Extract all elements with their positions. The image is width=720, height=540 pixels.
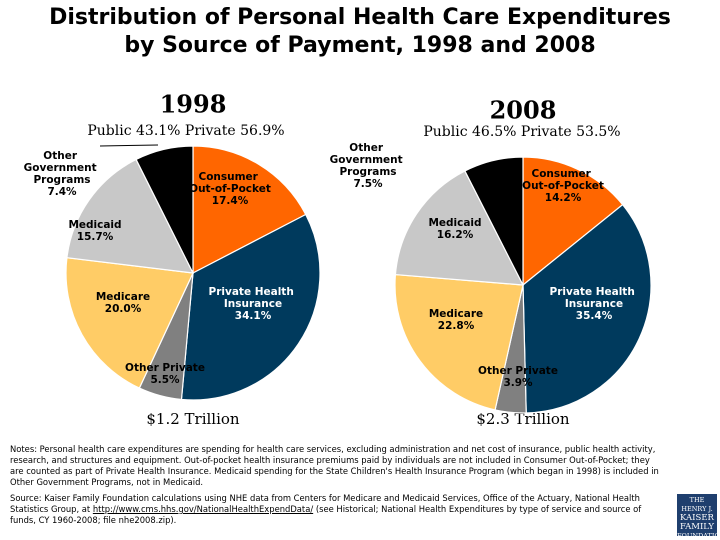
label-line: Other [349,142,386,154]
pie-slice [464,156,524,286]
source: Source: Kaiser Family Foundation calcula… [10,493,665,526]
label-line: Medicaid [428,217,481,229]
slice-label: Medicare [96,291,150,303]
slice-label: Consumer Out-of-Pocket [189,171,271,195]
pie-slice [135,145,194,274]
source-text: (see Historical; National Health Expendi… [10,504,642,525]
value-label: 3.9% [503,377,533,389]
logo: THE HENRY J. KAISER FAMILY FOUNDATION [677,494,720,540]
leader-line [99,144,159,147]
value-label: 16.2% [437,229,474,241]
pie-slice [66,158,195,274]
value-label: 7.4% [47,186,77,198]
pie-slice [180,213,321,401]
value-label: 17.4% [212,195,249,207]
value-label: 5.5% [150,374,180,386]
label-line: Medicare [429,308,483,320]
label-line: Private Health [550,286,639,298]
slice-label: Medicaid [428,217,481,229]
logo-text: FOUNDATION [677,532,720,540]
label-line: Insurance [224,298,282,310]
pie-slice [522,156,624,287]
label-line: Out-of-Pocket [522,180,604,192]
value-label: 7.5% [353,178,383,190]
pie-title: 2008 [490,96,557,125]
slice-label: Other Private [478,365,558,377]
pie-slice [192,145,307,274]
source-text: Source: Kaiser Family Foundation calcula… [10,493,640,514]
pie-slice [522,203,652,414]
label-line: Other [43,150,80,162]
label-line: Programs [33,174,90,186]
value-label: 14.2% [545,192,582,204]
label-line: Other Private [125,362,205,374]
pie-subtitle: Public 43.1% Private 56.9% [87,123,284,139]
slice-label: Private Health Insurance [209,286,298,310]
value-label: 15.7% [77,231,114,243]
value-label: 34.1% [235,310,272,322]
label-line: Out-of-Pocket [189,183,271,195]
label-line: Private Health [209,286,298,298]
label-line: Other Private [478,365,558,377]
value-label: 20.0% [105,303,142,315]
pie-subtitle: Public 46.5% Private 53.5% [423,124,620,140]
slice-label: Consumer Out-of-Pocket [522,168,604,192]
label-line: Government [330,154,407,166]
label-line: Medicare [96,291,150,303]
source-link[interactable]: http://www.cms.hhs.gov/NationalHealthExp… [92,504,314,514]
label-line: Medicaid [68,219,121,231]
notes: Notes: Personal health care expenditures… [10,444,659,487]
pie-slice [65,257,194,389]
label-line: Insurance [565,298,623,310]
pie-caption: $2.3 Trillion [476,410,570,428]
value-label: 22.8% [438,320,475,332]
pie-caption: $1.2 Trillion [146,410,240,428]
pie-slice [394,273,524,411]
slide-title: Distribution of Personal Health Care Exp… [49,5,671,58]
slice-label: Private Health Insurance [550,286,639,310]
logo-text: THE HENRY J. [681,496,713,513]
pie-title: 1998 [160,90,227,119]
slice-label: Other Government Programs [24,150,101,186]
logo-text: FAMILY [679,522,715,532]
label-line: Government [24,162,101,174]
slice-label: Other Private [125,362,205,374]
value-label: 35.4% [576,310,613,322]
label-line: Consumer [531,168,594,180]
label-line: Consumer [198,171,261,183]
pie-slice [394,170,525,286]
slice-label: Medicaid [68,219,121,231]
slice-label: Medicare [429,308,483,320]
logo-text: KAISER [680,513,714,523]
slice-label: Other Government Programs [330,142,407,178]
label-line: Programs [339,166,396,178]
